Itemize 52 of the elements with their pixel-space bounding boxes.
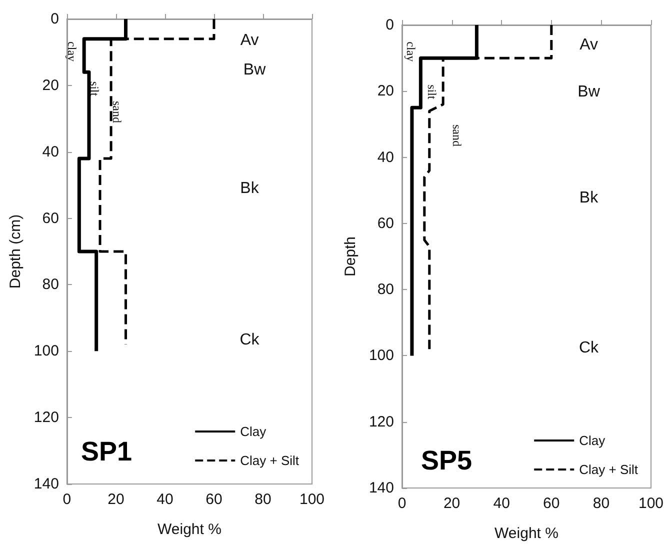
annotation: Ck: [240, 331, 260, 348]
y-tick-label: 40: [377, 148, 394, 166]
x-tick-label: 60: [543, 495, 560, 512]
annotation: clay: [65, 42, 79, 62]
annotation: silt: [424, 84, 439, 100]
y-tick-label: 140: [368, 480, 394, 496]
y-tick-label: 100: [34, 342, 59, 360]
y-tick-label: 120: [368, 413, 394, 430]
y-tick-label: 20: [377, 82, 394, 100]
x-axis-title: Weight %: [494, 525, 558, 542]
x-tick-label: 80: [592, 495, 610, 512]
x-tick-label: 20: [443, 495, 460, 512]
text: SP5: [421, 446, 472, 476]
x-tick-label: 100: [299, 491, 325, 508]
x-tick-label: 40: [493, 495, 510, 512]
annotation: Av: [580, 36, 598, 54]
x-tick-label: 40: [156, 491, 174, 508]
y-tick-label: 140: [34, 476, 59, 492]
y-axis-title: Depth: [342, 236, 360, 277]
annotation: Bk: [240, 180, 260, 198]
annotation: Bk: [579, 190, 600, 207]
y-tick-label: 0: [386, 16, 394, 34]
x-tick-label: 20: [108, 491, 124, 508]
legend-label: Clay: [240, 424, 267, 439]
y-tick-label: 20: [42, 76, 59, 94]
x-tick-label: 0: [62, 491, 72, 508]
annotation: sand: [450, 124, 464, 146]
x-tick-label: 60: [206, 491, 222, 508]
text: SP1: [81, 436, 132, 466]
annotation: sand: [110, 101, 124, 123]
y-tick-label: 80: [377, 281, 394, 298]
legend-label: Clay + Silt: [579, 462, 638, 477]
x-tick-label: 0: [398, 495, 406, 512]
y-tick-label: 40: [42, 143, 59, 160]
x-tick-label: 80: [254, 491, 272, 508]
annotation: Av: [240, 32, 259, 49]
y-tick-label: 60: [42, 210, 59, 227]
x-tick-label: 100: [638, 495, 664, 512]
y-axis-title: Depth (cm): [7, 214, 24, 289]
legend-label: Clay: [579, 433, 606, 448]
annotation: silt: [88, 81, 102, 97]
y-tick-label: 120: [34, 409, 59, 426]
y-tick-label: 100: [368, 347, 394, 364]
y-tick-label: 60: [377, 214, 394, 232]
legend-label: Clay + Silt: [240, 453, 300, 468]
x-axis-title: Weight %: [158, 521, 222, 538]
annotation: Bw: [578, 83, 600, 100]
y-tick-label: 80: [42, 276, 59, 294]
annotation: clay: [404, 42, 418, 62]
y-tick-label: 0: [50, 10, 59, 28]
annotation: Ck: [578, 339, 600, 356]
annotation: Bw: [243, 62, 266, 79]
